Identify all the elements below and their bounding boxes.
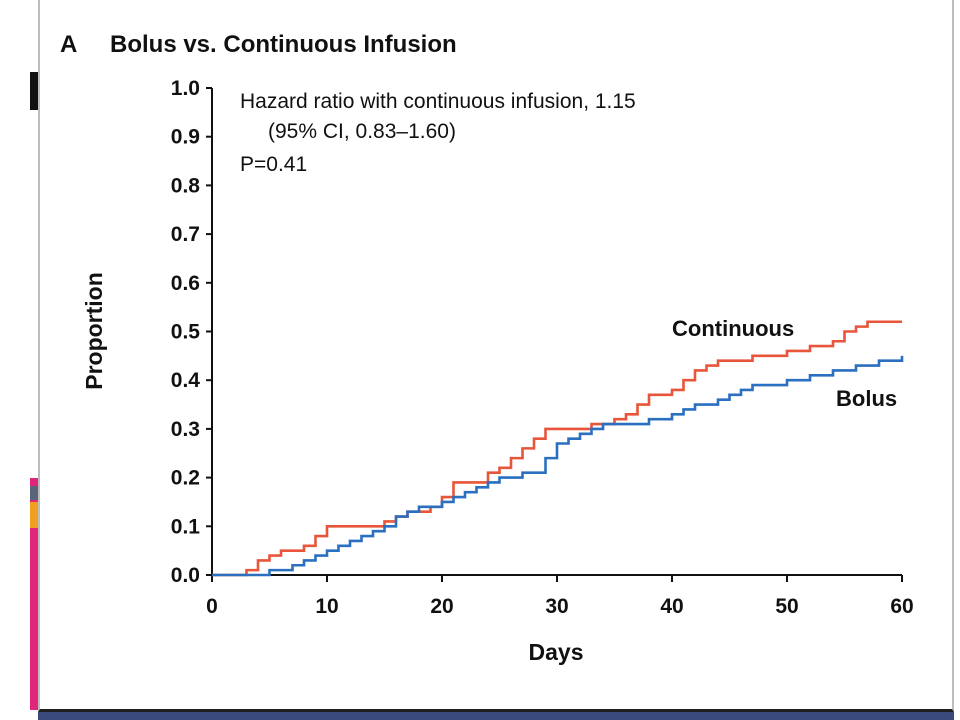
series-line-continuous	[212, 320, 902, 577]
confidence-interval-annotation: (95% CI, 0.83–1.60)	[268, 120, 456, 143]
series-line-bolus	[212, 355, 904, 577]
x-tick-label: 0	[206, 595, 218, 618]
p-value-annotation: P=0.41	[240, 153, 307, 176]
slide-bar-black	[30, 72, 38, 110]
y-tick-label: 1.0	[171, 77, 200, 100]
x-tick-label: 40	[660, 595, 683, 618]
slide-bar-pink	[30, 478, 38, 710]
hazard-ratio-annotation: Hazard ratio with continuous infusion, 1…	[240, 90, 636, 113]
slide-bottom-bar	[38, 712, 954, 720]
x-tick-label: 50	[775, 595, 798, 618]
x-tick-label: 20	[430, 595, 453, 618]
y-tick-label: 0.7	[171, 223, 200, 246]
x-tick-label: 30	[545, 595, 568, 618]
kaplan-meier-chart: A Bolus vs. Continuous Infusion Hazard r…	[60, 31, 914, 665]
y-tick-label: 0.8	[171, 174, 201, 197]
x-tick-label: 10	[315, 595, 338, 618]
y-tick-label: 0.0	[171, 564, 200, 587]
y-tick-label: 0.9	[171, 126, 200, 149]
slide-bar-gray	[30, 486, 38, 500]
y-tick-label: 0.3	[171, 418, 200, 441]
series-label-continuous: Continuous	[672, 316, 794, 341]
y-axis-title: Proportion	[81, 272, 107, 390]
y-tick-label: 0.5	[171, 321, 201, 344]
figure-panel: A Bolus vs. Continuous Infusion Hazard r…	[38, 0, 954, 712]
y-tick-label: 0.2	[171, 467, 200, 490]
x-axis-title: Days	[529, 639, 584, 665]
y-tick-label: 0.6	[171, 272, 200, 295]
x-tick-label: 60	[890, 595, 913, 618]
series-label-bolus: Bolus	[836, 386, 897, 411]
chart-title: Bolus vs. Continuous Infusion	[110, 31, 457, 58]
y-tick-label: 0.4	[171, 369, 201, 392]
y-tick-label: 0.1	[171, 515, 201, 538]
panel-label: A	[60, 31, 77, 58]
slide-bar-orange	[30, 502, 38, 528]
